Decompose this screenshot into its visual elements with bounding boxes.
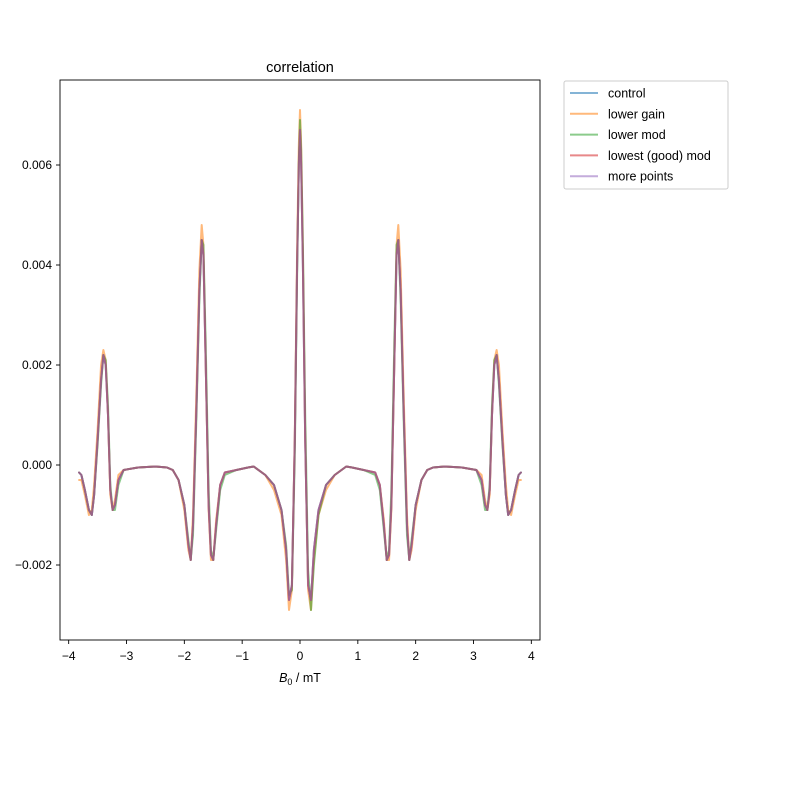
y-tick-label: 0.002	[22, 358, 52, 372]
y-tick-label: 0.006	[22, 158, 52, 172]
y-tick-label: −0.002	[15, 558, 52, 572]
legend: control lower gain lower mod lowest (good) …	[563, 80, 729, 190]
x-axis-label: B0 / mT	[279, 671, 321, 687]
x-tick-label: −3	[120, 649, 134, 663]
legend-label: lowest (good) mod	[608, 149, 711, 163]
x-tick-label: 4	[528, 649, 535, 663]
x-axis-label-sub: 0	[287, 677, 292, 687]
x-tick-label: 0	[297, 649, 304, 663]
series-lines	[78, 109, 522, 611]
y-axis: −0.002 0.000 0.002 0.004 0.006	[15, 158, 60, 572]
legend-label: more points	[608, 170, 673, 184]
legend-label: control	[608, 87, 646, 101]
y-tick-label: 0.000	[22, 458, 52, 472]
legend-frame	[563, 80, 729, 190]
x-axis-label-unit: / mT	[292, 671, 321, 685]
x-tick-label: −2	[177, 649, 191, 663]
x-axis: −4 −3 −2 −1 0 1 2 3 4	[62, 640, 535, 663]
legend-label: lower gain	[608, 107, 665, 121]
x-axis-label-var: B	[279, 671, 287, 685]
x-tick-label: −4	[62, 649, 76, 663]
series-line-5	[78, 129, 522, 601]
x-tick-label: 1	[354, 649, 361, 663]
chart-title: correlation	[266, 60, 334, 76]
y-tick-label: 0.004	[22, 258, 52, 272]
legend-label: lower mod	[608, 128, 666, 142]
x-tick-label: −1	[235, 649, 249, 663]
x-tick-label: 3	[470, 649, 477, 663]
x-tick-label: 2	[412, 649, 419, 663]
